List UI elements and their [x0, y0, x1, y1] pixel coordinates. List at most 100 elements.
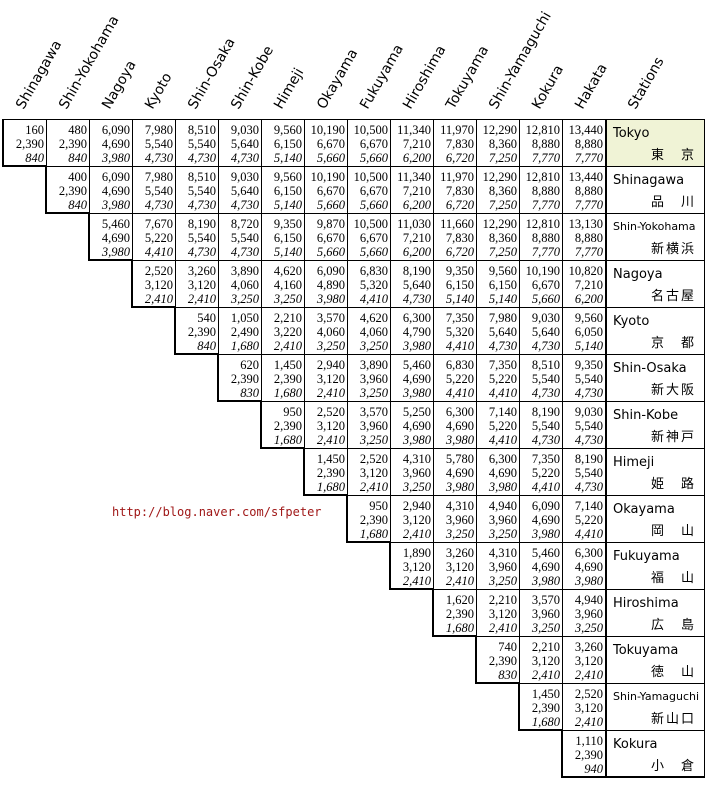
- fare-base: 6,150: [273, 137, 302, 151]
- fare-cell: 10,500 6,670 5,660: [347, 119, 390, 166]
- fare-base: 7,210: [402, 137, 431, 151]
- fare-total: 6,300: [402, 311, 431, 325]
- fare-base: 8,880: [574, 231, 603, 245]
- stair-border-v: [432, 589, 434, 637]
- stair-border-h: [88, 259, 133, 261]
- fare-total: 2,940: [402, 499, 431, 513]
- fare-express: 4,730: [187, 245, 216, 259]
- station-label: Shin-Yamaguchi 新山口: [605, 683, 705, 730]
- fare-express: 3,980: [402, 433, 431, 447]
- fare-base: 6,050: [574, 325, 603, 339]
- fare-express: 5,660: [359, 151, 388, 165]
- fare-cell: 9,030 5,540 4,730: [562, 401, 605, 448]
- fare-express: 3,250: [359, 339, 388, 353]
- fare-base: 8,360: [488, 184, 517, 198]
- fare-cell: 1,110 2,390 940: [562, 730, 605, 777]
- fare-total: 160: [25, 123, 44, 137]
- stair-border-v: [389, 542, 391, 590]
- fare-base: 3,120: [187, 278, 216, 292]
- fare-cell: 6,090 4,690 3,980: [89, 119, 132, 166]
- fare-cell: 8,190 5,540 4,730: [519, 401, 562, 448]
- fare-cell: 10,500 6,670 5,660: [347, 213, 390, 260]
- station-name-jp: 東 京: [650, 148, 696, 163]
- fare-base: 3,120: [402, 560, 431, 574]
- fare-cell: 6,830 5,320 4,410: [347, 260, 390, 307]
- fare-express: 2,410: [316, 386, 345, 400]
- fare-base: 6,150: [445, 278, 474, 292]
- fare-total: 12,290: [482, 123, 517, 137]
- station-label: Shin-Kobe 新神戸: [605, 401, 705, 448]
- station-label: Fukuyama 福 山: [605, 542, 705, 589]
- fare-cell: 7,980 5,640 4,730: [476, 307, 519, 354]
- fare-cell: 5,250 4,690 3,980: [390, 401, 433, 448]
- fare-cell: 2,940 3,120 2,410: [390, 495, 433, 542]
- fare-total: 740: [498, 640, 517, 654]
- fare-base: 2,390: [15, 137, 44, 151]
- station-label: Shin-Osaka 新大阪: [605, 354, 705, 401]
- fare-cell: 2,520 3,120 2,410: [304, 401, 347, 448]
- fare-express: 4,730: [574, 433, 603, 447]
- stair-border-h: [389, 588, 434, 590]
- fare-cell: 950 2,390 1,680: [261, 401, 304, 448]
- stair-border-h: [2, 165, 47, 167]
- fare-express: 940: [584, 762, 603, 776]
- fare-total: 10,500: [353, 217, 388, 231]
- fare-base: 3,120: [574, 701, 603, 715]
- fare-base: 3,220: [273, 325, 302, 339]
- fare-cell: 4,940 3,960 3,250: [476, 495, 519, 542]
- fare-cell: 1,620 2,390 1,680: [433, 589, 476, 636]
- fare-base: 7,830: [445, 231, 474, 245]
- station-name-jp: 名古屋: [650, 289, 696, 304]
- fare-express: 3,250: [488, 574, 517, 588]
- fare-total: 8,190: [187, 217, 216, 231]
- fare-cell: 9,030 5,640 4,730: [218, 119, 261, 166]
- fare-cell: 6,090 4,890 3,980: [304, 260, 347, 307]
- fare-total: 3,890: [359, 358, 388, 372]
- fare-cell: 3,570 4,060 3,250: [304, 307, 347, 354]
- fare-express: 4,730: [144, 151, 173, 165]
- fare-express: 5,140: [488, 292, 517, 306]
- fare-cell: 6,090 4,690 3,980: [89, 166, 132, 213]
- fare-base: 5,220: [531, 466, 560, 480]
- fare-total: 4,310: [445, 499, 474, 513]
- fare-cell: 4,620 4,060 3,250: [347, 307, 390, 354]
- fare-express: 3,980: [531, 574, 560, 588]
- fare-express: 4,730: [144, 198, 173, 212]
- fare-express: 4,410: [488, 433, 517, 447]
- stair-border-h: [45, 212, 90, 214]
- station-name-jp: 京 都: [650, 336, 696, 351]
- station-label: Tokuyama 徳 山: [605, 636, 705, 683]
- fare-express: 5,660: [359, 198, 388, 212]
- fare-total: 4,310: [488, 546, 517, 560]
- fare-base: 8,360: [488, 231, 517, 245]
- fare-base: 5,540: [574, 466, 603, 480]
- fare-express: 4,410: [531, 480, 560, 494]
- fare-cell: 6,300 4,690 3,980: [476, 448, 519, 495]
- fare-express: 7,770: [574, 198, 603, 212]
- fare-base: 5,540: [187, 137, 216, 151]
- fare-base: 2,390: [230, 372, 259, 386]
- fare-cell: 8,190 5,540 4,730: [175, 213, 218, 260]
- fare-cell: 1,450 2,390 1,680: [261, 354, 304, 401]
- fare-cell: 3,890 4,060 3,250: [218, 260, 261, 307]
- fare-cell: 5,460 4,690 3,980: [519, 542, 562, 589]
- fare-base: 3,120: [531, 654, 560, 668]
- stair-border-v: [260, 401, 262, 449]
- fare-cell: 2,210 3,220 2,410: [261, 307, 304, 354]
- station-label: Kyoto 京 都: [605, 307, 705, 354]
- fare-cell: 7,980 5,540 4,730: [132, 119, 175, 166]
- fare-express: 4,730: [402, 292, 431, 306]
- fare-cell: 6,300 4,790 3,980: [390, 307, 433, 354]
- stair-border-v: [475, 636, 477, 684]
- fare-base: 4,690: [488, 466, 517, 480]
- fare-express: 6,720: [445, 198, 474, 212]
- fare-express: 4,730: [230, 245, 259, 259]
- fare-express: 7,770: [531, 151, 560, 165]
- fare-total: 1,620: [445, 593, 474, 607]
- fare-total: 11,340: [397, 123, 431, 137]
- station-label: Nagoya 名古屋: [605, 260, 705, 307]
- fare-cell: 3,260 3,120 2,410: [175, 260, 218, 307]
- fare-express: 3,250: [359, 386, 388, 400]
- fare-base: 2,390: [316, 466, 345, 480]
- fare-cell: 8,510 5,540 4,730: [175, 166, 218, 213]
